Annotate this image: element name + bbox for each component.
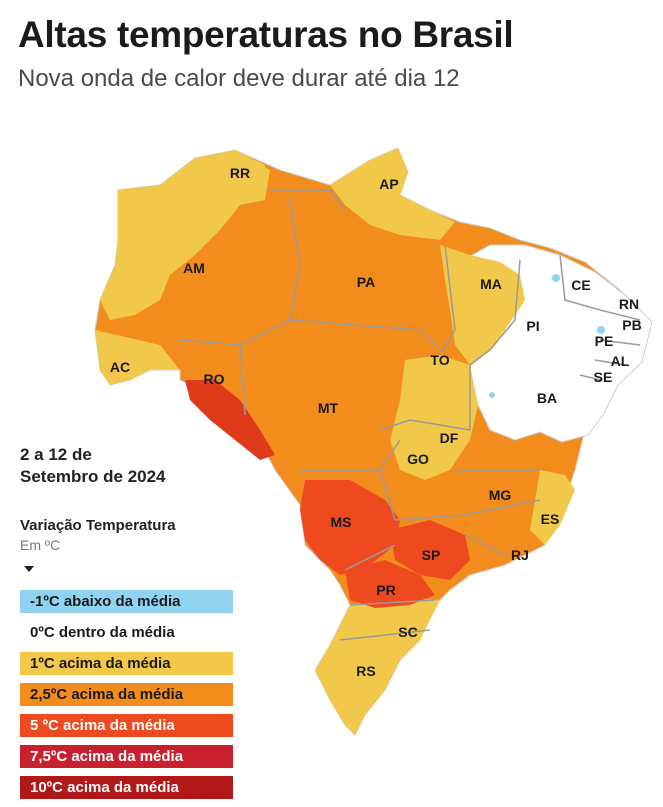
state-label-mg: MG [489, 487, 512, 503]
state-label-sp: SP [422, 547, 441, 563]
cool-spot [597, 326, 605, 334]
region-ac-yellow [95, 330, 180, 385]
legend-unit: Em ºC [20, 537, 61, 553]
state-label-pb: PB [622, 317, 641, 333]
state-label-es: ES [541, 511, 560, 527]
state-label-ro: RO [204, 371, 225, 387]
legend-item-0: 0ºC dentro da média [20, 621, 233, 644]
legend: -1ºC abaixo da média 0ºC dentro da média… [20, 590, 233, 807]
state-label-pi: PI [526, 318, 539, 334]
legend-item-5: 5 ºC acima da média [20, 714, 233, 737]
state-label-al: AL [611, 353, 630, 369]
region-rr-yellow [195, 150, 265, 198]
state-borders [179, 189, 641, 641]
state-label-ap: AP [379, 176, 398, 192]
region-pr-red [345, 560, 435, 608]
state-label-pe: PE [595, 333, 614, 349]
legend-title: Variação Temperatura [20, 517, 176, 534]
state-label-mt: MT [318, 400, 339, 416]
legend-item-1: 1ºC acima da média [20, 652, 233, 675]
region-center-yellow [390, 355, 478, 480]
brazil-map: RR AP AM PA MA CE RN PB PI PE AL SE AC R… [94, 147, 653, 736]
state-label-rj: RJ [511, 547, 529, 563]
map-title: Altas temperaturas no Brasil [18, 14, 514, 55]
state-label-se: SE [594, 369, 613, 385]
state-label-ma: MA [480, 276, 502, 292]
period-line-1: 2 a 12 de [20, 445, 92, 464]
state-label-ba: BA [537, 390, 557, 406]
caret-down-icon [24, 566, 34, 572]
state-label-ms: MS [331, 514, 352, 530]
period-line-2: Setembro de 2024 [20, 467, 166, 486]
state-label-sc: SC [398, 624, 417, 640]
region-sp-red [390, 520, 470, 580]
state-label-to: TO [430, 352, 449, 368]
region-south-yellow [315, 598, 440, 735]
state-label-rs: RS [356, 663, 375, 679]
state-label-pr: PR [376, 582, 395, 598]
state-label-ce: CE [571, 277, 590, 293]
region-es-yellow [530, 470, 575, 545]
state-label-rn: RN [619, 296, 639, 312]
state-label-df: DF [440, 430, 459, 446]
region-ap-yellow [330, 148, 455, 240]
state-label-rr: RR [230, 165, 250, 181]
state-label-pa: PA [357, 274, 375, 290]
cool-spot [552, 274, 560, 282]
legend-item-7-5: 7,5ºC acima da média [20, 745, 233, 768]
legend-item-minus-1: -1ºC abaixo da média [20, 590, 233, 613]
region-ro-red [185, 380, 275, 460]
state-label-go: GO [407, 451, 429, 467]
cool-spot [489, 392, 495, 398]
region-ms-red [300, 480, 400, 575]
region-ma-yellow [440, 245, 525, 365]
state-label-am: AM [183, 260, 205, 276]
legend-item-10: 10ºC acima da média [20, 776, 233, 799]
legend-item-2-5: 2,5ºC acima da média [20, 683, 233, 706]
state-label-ac: AC [110, 359, 130, 375]
period-text: 2 a 12 de Setembro de 2024 [20, 444, 166, 488]
map-subtitle: Nova onda de calor deve durar até dia 12 [18, 65, 460, 92]
